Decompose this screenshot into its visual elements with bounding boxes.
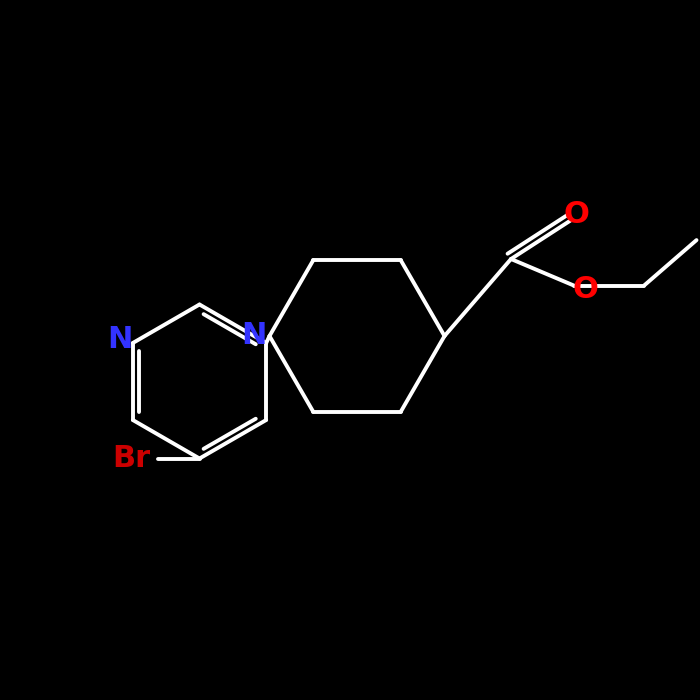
Text: O: O bbox=[573, 274, 598, 304]
Text: N: N bbox=[108, 325, 133, 354]
Text: O: O bbox=[564, 200, 589, 230]
Text: N: N bbox=[241, 321, 267, 351]
Text: Br: Br bbox=[113, 444, 150, 473]
